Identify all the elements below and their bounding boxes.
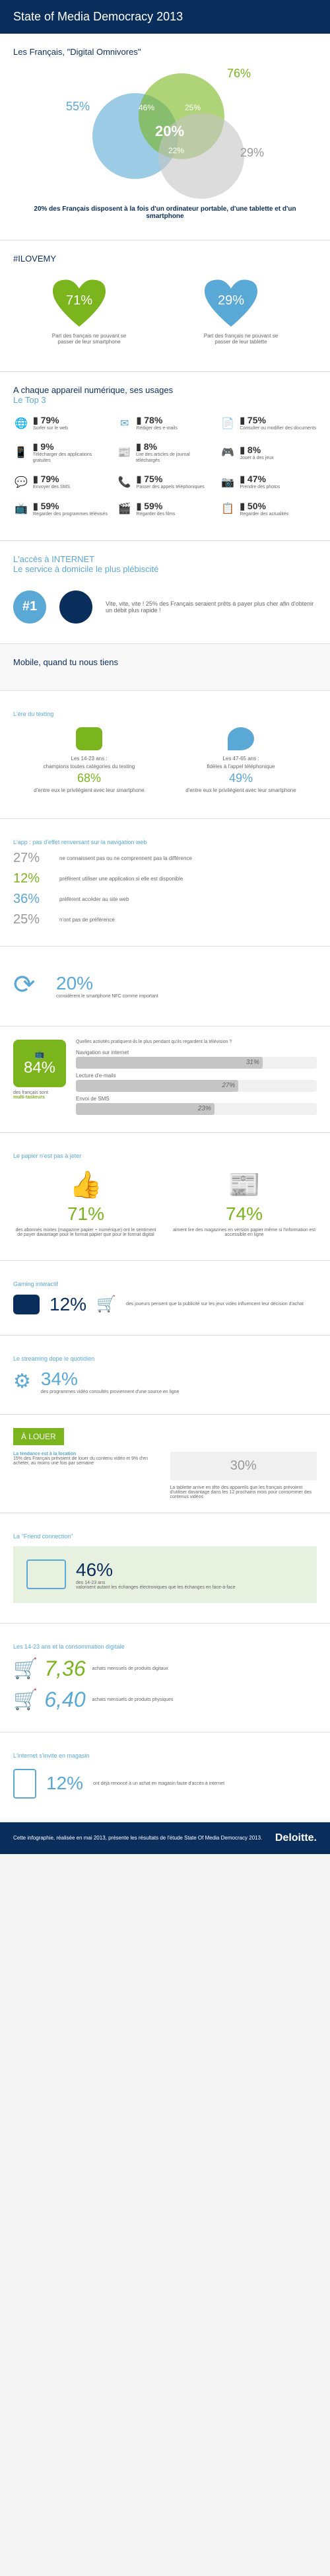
app-stat: 12%préfèrent utiliser une application si…	[13, 871, 317, 886]
gamepad-icon	[13, 1295, 40, 1314]
thumbs-icon: 👍	[13, 1169, 158, 1200]
wifi-icon: ⚙	[13, 1370, 31, 1393]
friend-section: La "Friend connection" 46% des 14-23 ans…	[0, 1513, 330, 1624]
bar-row: Envoi de SMS23%	[76, 1096, 317, 1115]
paper-icon: 📰	[172, 1169, 317, 1200]
app-stat: 25%n'ont pas de préférence	[13, 912, 317, 927]
usage-item: 📋▮ 50%Regarder des actualités	[220, 501, 317, 517]
gaming-section: Gaming interactif 12% 🛒 des joueurs pens…	[0, 1261, 330, 1336]
ilovemy-section: #ILOVEMY 71% Part des français ne pouvan…	[0, 240, 330, 372]
app-stat: 27%ne connaissent pas ou ne comprennent …	[13, 851, 317, 866]
usage-item: ✉▮ 78%Rédiger des e-mails	[117, 415, 214, 431]
venn-diagram: 55% 76% 29% 46% 25% 22% 20%	[66, 67, 264, 199]
text-bubble-icon	[76, 727, 102, 750]
cart-icon: 🛒	[96, 1295, 116, 1314]
usage-item: 🌐▮ 79%Surfer sur le web	[13, 415, 110, 431]
shop-section: L'internet s'invite en magasin 12% ont d…	[0, 1733, 330, 1822]
usage-item: 📱▮ 9%Télécharger des applications gratui…	[13, 441, 110, 464]
usage-item: 📞▮ 75%Passer des appels téléphoniques	[117, 474, 214, 490]
internet-section: L'accès à INTERNETLe service à domicile …	[0, 541, 330, 644]
nfc-section: ⟳ 20% considèrent le smartphone NFC comm…	[0, 947, 330, 1026]
clock-icon	[59, 590, 92, 624]
heart-tablet: 29%	[201, 277, 261, 330]
bar-row: Navigation sur internet31%	[76, 1050, 317, 1069]
usage-item: 📷▮ 47%Prendre des photos	[220, 474, 317, 490]
louer-section: À LOUER La tendance est à la location 15…	[0, 1415, 330, 1513]
laptop-icon	[26, 1559, 66, 1589]
usage-item: 🎬▮ 59%Regarder des films	[117, 501, 214, 517]
mobile-title: Mobile, quand tu nous tiens	[0, 644, 330, 691]
streaming-section: Le streaming dope le quotidien ⚙ 34% des…	[0, 1336, 330, 1415]
heart-smartphone: 71%	[50, 277, 109, 330]
venn-caption: 20% des Français disposent à la fois d'u…	[26, 205, 304, 220]
usage-item: 📄▮ 75%Consulter ou modifier des document…	[220, 415, 317, 431]
call-bubble-icon	[228, 727, 254, 750]
texting-section: L'ère du texting Les 14-23 ans : champio…	[0, 691, 330, 819]
tv-badge: 📺 84%	[13, 1040, 66, 1087]
bar-row: Lecture d'e-mails27%	[76, 1073, 317, 1092]
usage-item: 📺▮ 59%Regarder des programmes télévisés	[13, 501, 110, 517]
cart-blue-icon: 🛒	[13, 1688, 38, 1711]
tablet-shop-icon	[13, 1769, 36, 1799]
multitask-section: 📺 84% des français sont multi-taskeurs Q…	[0, 1026, 330, 1133]
usages-section: A chaque appareil numérique, ses usagesL…	[0, 372, 330, 541]
app-section: L'app : pas d'effet renversant sur la na…	[0, 819, 330, 947]
usage-item: 💬▮ 79%Envoyer des SMS	[13, 474, 110, 490]
venn-title: Les Français, "Digital Omnivores"	[13, 47, 317, 57]
nfc-icon: ⟳	[13, 970, 46, 1003]
cart-green-icon: 🛒	[13, 1657, 38, 1680]
louer-badge: À LOUER	[13, 1428, 64, 1445]
digital-section: Les 14-23 ans et la consommation digital…	[0, 1624, 330, 1733]
venn-section: Les Français, "Digital Omnivores" 55% 76…	[0, 34, 330, 240]
paper-section: Le papier n'est pas à jeter 👍 71% des ab…	[0, 1133, 330, 1261]
rank-badge: #1	[13, 590, 46, 624]
footer: Cette infographie, réalisée en mai 2013,…	[0, 1822, 330, 1854]
ilovemy-tag: #ILOVEMY	[13, 254, 317, 264]
usage-item: 🎮▮ 8%Jouer à des jeux	[220, 441, 317, 464]
brand-logo: Deloitte.	[275, 1832, 317, 1844]
page-title: State of Media Democracy 2013	[0, 0, 330, 34]
usage-item: 📰▮ 8%Lire des articles de journal téléch…	[117, 441, 214, 464]
app-stat: 36%préfèrent accéder au site web	[13, 892, 317, 907]
